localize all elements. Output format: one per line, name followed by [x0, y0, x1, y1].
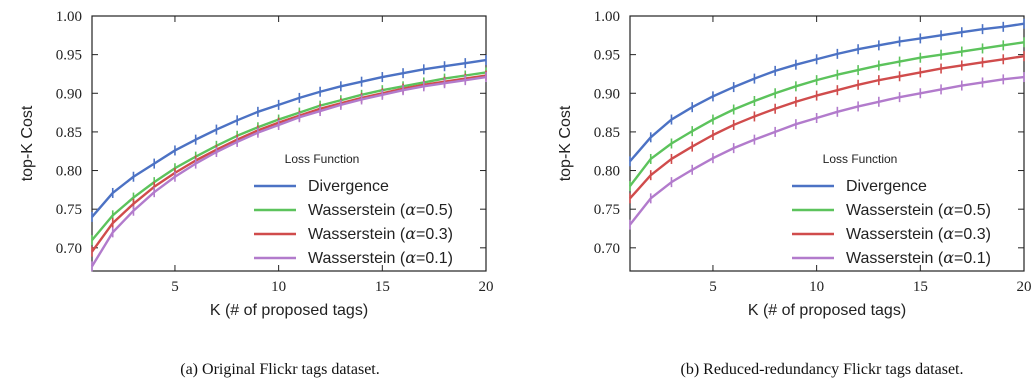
legend-entry-label: Divergence: [308, 178, 389, 195]
legend: Loss Function Divergence Wasserstein (α=0.…: [792, 152, 991, 267]
y-tick-label: 0.95: [56, 48, 82, 64]
x-axis-label: K (# of proposed tags): [210, 302, 368, 319]
legend-entry-label: Wasserstein (α=0.1): [308, 248, 453, 267]
series-line-2: [91, 71, 487, 241]
figure-caption: (a) Original Flickr tags dataset.: [180, 361, 380, 378]
x-tick-label: 5: [709, 279, 717, 295]
y-tick-label: 0.90: [56, 86, 82, 102]
series-line-3: [91, 74, 487, 253]
x-tick-label: 10: [271, 279, 286, 295]
legend-entry-label: Wasserstein (α=0.1): [846, 248, 991, 267]
series-line-4: [90, 75, 487, 267]
chart-panel-a: 0.70 0.75 0.80 0.85 0.90 0.95 1.00 5 10 15 20 K (# …: [19, 9, 494, 378]
x-tick-label: 20: [1017, 279, 1032, 295]
y-tick-label: 0.85: [594, 125, 620, 141]
legend-entry-label: Wasserstein (α=0.5): [846, 200, 991, 219]
y-tick-label: 1.00: [594, 9, 620, 25]
x-axis-label: K (# of proposed tags): [748, 302, 906, 319]
figure-caption: (b) Reduced-redundancy Flickr tags datas…: [680, 361, 963, 378]
y-tick-label: 0.90: [594, 86, 620, 102]
y-tick-label: 0.85: [56, 125, 82, 141]
y-tick-label: 0.80: [56, 164, 82, 180]
series-line-1: [91, 58, 487, 218]
x-tick-label: 15: [913, 279, 928, 295]
chart-panel-b: 0.70 0.75 0.80 0.85 0.90 0.95 1.00 5 10 15 20 K (# …: [557, 9, 1032, 378]
legend: Loss Function Divergence Wasserstein (α=0.…: [254, 152, 453, 267]
series-line-2: [629, 41, 1025, 187]
series-line-3: [629, 54, 1025, 200]
plot-frame: [629, 15, 1025, 272]
x-tick-label: 10: [809, 279, 824, 295]
y-tick-label: 0.80: [594, 164, 620, 180]
y-axis-label: top-K Cost: [557, 105, 574, 181]
x-tick-label: 5: [171, 279, 179, 295]
legend-entry-label: Wasserstein (α=0.5): [308, 200, 453, 219]
y-tick-label: 0.75: [594, 202, 620, 218]
series-line-4: [629, 75, 1025, 226]
y-axis-label: top-K Cost: [19, 105, 36, 181]
y-tick-label: 0.70: [56, 241, 82, 257]
legend-title: Loss Function: [823, 152, 898, 166]
y-tick-label: 0.75: [56, 202, 82, 218]
legend-title: Loss Function: [285, 152, 360, 166]
x-tick-label: 15: [375, 279, 390, 295]
series-line-1: [629, 22, 1025, 163]
y-tick-label: 1.00: [56, 9, 82, 25]
y-tick-label: 0.70: [594, 241, 620, 257]
legend-entry-label: Divergence: [846, 178, 927, 195]
legend-entry-label: Wasserstein (α=0.3): [846, 224, 991, 243]
x-tick-label: 20: [479, 279, 494, 295]
legend-entry-label: Wasserstein (α=0.3): [308, 224, 453, 243]
plot-frame: [91, 15, 487, 272]
y-tick-label: 0.95: [594, 48, 620, 64]
